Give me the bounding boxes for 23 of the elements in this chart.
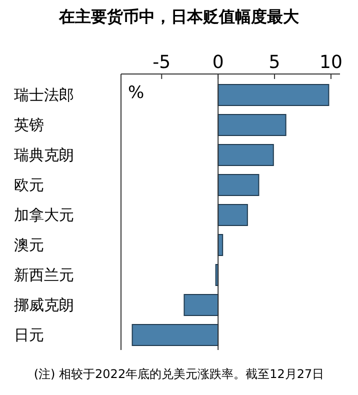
y-tick-label: 瑞士法郎	[14, 86, 74, 104]
x-tick-label: 5	[268, 52, 280, 73]
x-tick-label: 0	[212, 52, 224, 73]
y-tick-label: 英镑	[14, 116, 44, 134]
y-tick-label: 欧元	[14, 176, 44, 194]
bar	[218, 174, 260, 196]
chart-title: 在主要货币中，日本贬值幅度最大	[58, 7, 300, 26]
bar	[132, 324, 219, 346]
bar	[218, 144, 274, 166]
y-tick-label: 挪威克朗	[14, 296, 74, 314]
bar	[218, 204, 248, 226]
x-tick-label: -5	[152, 52, 171, 73]
bar	[218, 114, 286, 136]
y-tick-label: 瑞典克朗	[14, 146, 74, 164]
y-tick-label: 日元	[14, 326, 44, 344]
x-tick-label: 10	[320, 52, 342, 73]
y-tick-label: 新西兰元	[14, 266, 74, 284]
bar	[218, 84, 330, 106]
text: (注) 相较于2022年底的兑美元涨跌率。截至12月27日	[34, 367, 324, 381]
bar	[184, 294, 219, 316]
y-tick-label: 加拿大元	[14, 206, 74, 224]
annotation: %	[128, 83, 144, 103]
y-tick-label: 澳元	[14, 236, 44, 254]
